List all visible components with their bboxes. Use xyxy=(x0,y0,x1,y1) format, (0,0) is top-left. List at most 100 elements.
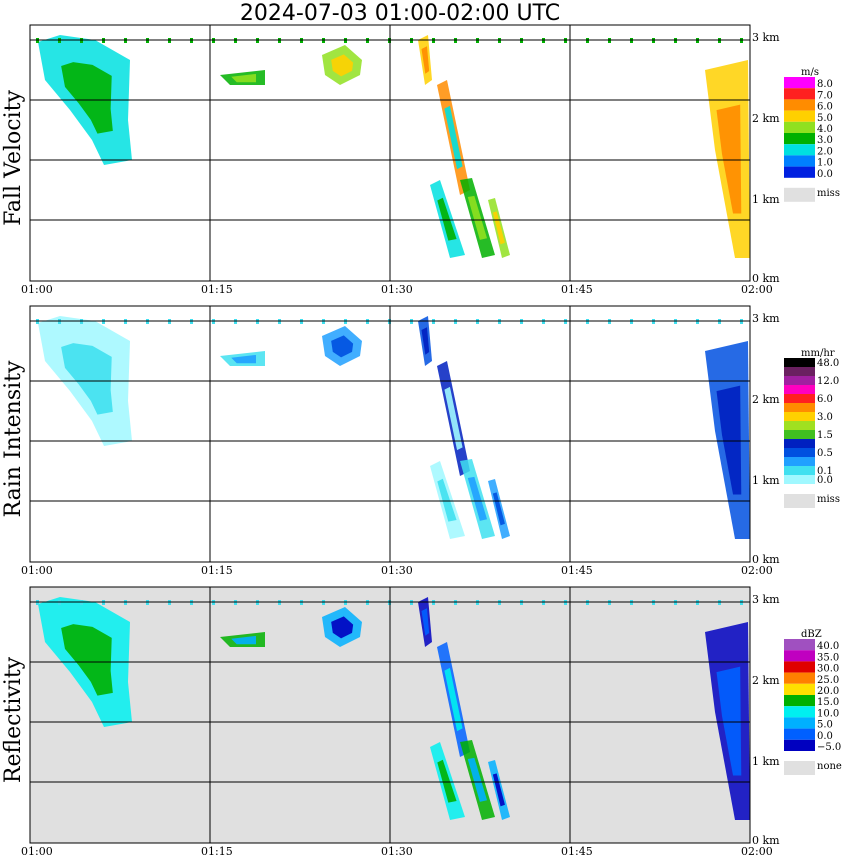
legend-swatch xyxy=(784,412,815,421)
legend-swatch xyxy=(784,650,815,662)
legend-label: 1.0 xyxy=(817,158,833,169)
plot-frame xyxy=(29,586,751,844)
legend-swatch xyxy=(784,133,815,145)
echo-core xyxy=(421,608,430,636)
legend-label: 15.0 xyxy=(817,697,839,708)
plot-frame xyxy=(29,305,751,563)
chart-title: 2024-07-03 01:00-02:00 UTC xyxy=(239,1,561,26)
x-tick-label: 01:15 xyxy=(201,564,233,577)
echo-core xyxy=(444,386,463,451)
legend-swatch xyxy=(784,110,815,122)
legend-missing-swatch xyxy=(784,761,815,775)
x-tick-label: 01:30 xyxy=(381,283,413,296)
legend-swatch xyxy=(784,144,815,156)
legend-missing-label: miss xyxy=(817,188,840,199)
height-tick-label: 0 km xyxy=(752,834,780,847)
x-tick-label: 01:45 xyxy=(561,564,593,577)
legend-missing-swatch xyxy=(784,494,815,508)
legend-label: 7.0 xyxy=(817,90,833,101)
panel-rain-intensity: 01:00 01:15 01:30 01:45 02:00 3 km 2 km 1 km 0 k… xyxy=(1,305,840,577)
legend-label: 12.0 xyxy=(817,376,839,387)
x-tick-label: 02:00 xyxy=(741,564,773,577)
echo-core xyxy=(444,105,463,170)
panel-reflectivity: 01:00 01:15 01:30 01:45 02:00 3 km 2 km 1 km 0 k… xyxy=(1,586,842,858)
legend-label: 30.0 xyxy=(817,664,839,675)
echo-core xyxy=(444,667,463,732)
legend-label: 20.0 xyxy=(817,686,839,697)
legend-unit: dBZ xyxy=(801,629,822,640)
legend-missing-swatch xyxy=(784,187,815,202)
legend-label: 6.0 xyxy=(817,394,833,405)
echo-core xyxy=(331,335,354,358)
legend-label: 6.0 xyxy=(817,102,833,113)
legend-swatch xyxy=(784,99,815,111)
x-tick-label: 01:15 xyxy=(201,283,233,296)
legend-swatch xyxy=(784,475,815,484)
legend-label: 10.0 xyxy=(817,708,839,719)
legend-swatch xyxy=(784,166,815,178)
height-tick-label: 0 km xyxy=(752,553,780,566)
x-tick-label: 01:00 xyxy=(21,283,53,296)
legend-label: 5.0 xyxy=(817,113,833,124)
echo-core xyxy=(716,385,742,495)
echo-core xyxy=(331,54,354,77)
legend-swatch xyxy=(784,717,815,729)
legend-label: 3.0 xyxy=(817,412,833,423)
height-tick-label: 3 km xyxy=(752,593,780,606)
legend-swatch xyxy=(784,439,815,448)
y-axis-label: Fall Velocity xyxy=(1,90,26,226)
color-legend: m/s8.07.06.05.04.03.02.01.00.0 miss xyxy=(784,67,840,202)
legend-label: 5.0 xyxy=(817,720,833,731)
echo-core xyxy=(437,197,457,241)
legend-swatch xyxy=(784,466,815,475)
legend-missing-label: miss xyxy=(817,494,840,505)
x-tick-label: 01:45 xyxy=(561,845,593,858)
height-tick-label: 1 km xyxy=(752,193,780,206)
legend-label: 0.5 xyxy=(817,448,833,459)
legend-label: 8.0 xyxy=(817,79,833,90)
x-tick-label: 02:00 xyxy=(741,845,773,858)
height-tick-label: 2 km xyxy=(752,112,780,125)
height-tick-label: 3 km xyxy=(752,312,780,325)
echo-core xyxy=(716,666,742,776)
x-tick-label: 01:00 xyxy=(21,564,53,577)
legend-label: 48.0 xyxy=(817,358,839,369)
height-tick-label: 2 km xyxy=(752,674,780,687)
legend-label: 0.0 xyxy=(817,169,833,180)
legend-swatch xyxy=(784,421,815,430)
echo-core xyxy=(421,327,430,355)
echo-core xyxy=(331,616,354,639)
legend-swatch xyxy=(784,739,815,751)
legend-swatch xyxy=(784,376,815,385)
legend-swatch xyxy=(784,683,815,695)
x-tick-label: 01:30 xyxy=(381,845,413,858)
echo-core xyxy=(716,104,742,214)
height-tick-label: 2 km xyxy=(752,393,780,406)
legend-label: 2.0 xyxy=(817,146,833,157)
legend-swatch xyxy=(784,639,815,651)
echo-core xyxy=(437,478,457,522)
height-tick-label: 3 km xyxy=(752,31,780,44)
echo-core xyxy=(467,476,488,521)
x-tick-label: 01:15 xyxy=(201,845,233,858)
echo-core xyxy=(467,195,488,240)
legend-swatch xyxy=(784,706,815,718)
legend-label: 40.0 xyxy=(817,641,839,652)
legend-label: 0.0 xyxy=(817,475,833,486)
echo-core xyxy=(231,635,256,645)
legend-swatch xyxy=(784,430,815,439)
x-tick-label: 01:45 xyxy=(561,283,593,296)
x-tick-label: 01:30 xyxy=(381,564,413,577)
legend-label: −5.0 xyxy=(817,742,841,753)
plot-frame xyxy=(29,24,751,282)
legend-swatch xyxy=(784,457,815,466)
x-tick-label: 02:00 xyxy=(741,283,773,296)
height-tick-label: 1 km xyxy=(752,755,780,768)
legend-unit: m/s xyxy=(801,67,819,78)
legend-swatch xyxy=(784,155,815,167)
legend-missing-label: none xyxy=(817,761,842,772)
echo-core xyxy=(231,354,256,364)
color-legend: dBZ40.035.030.025.020.015.010.05.00.0−5.… xyxy=(784,629,842,775)
